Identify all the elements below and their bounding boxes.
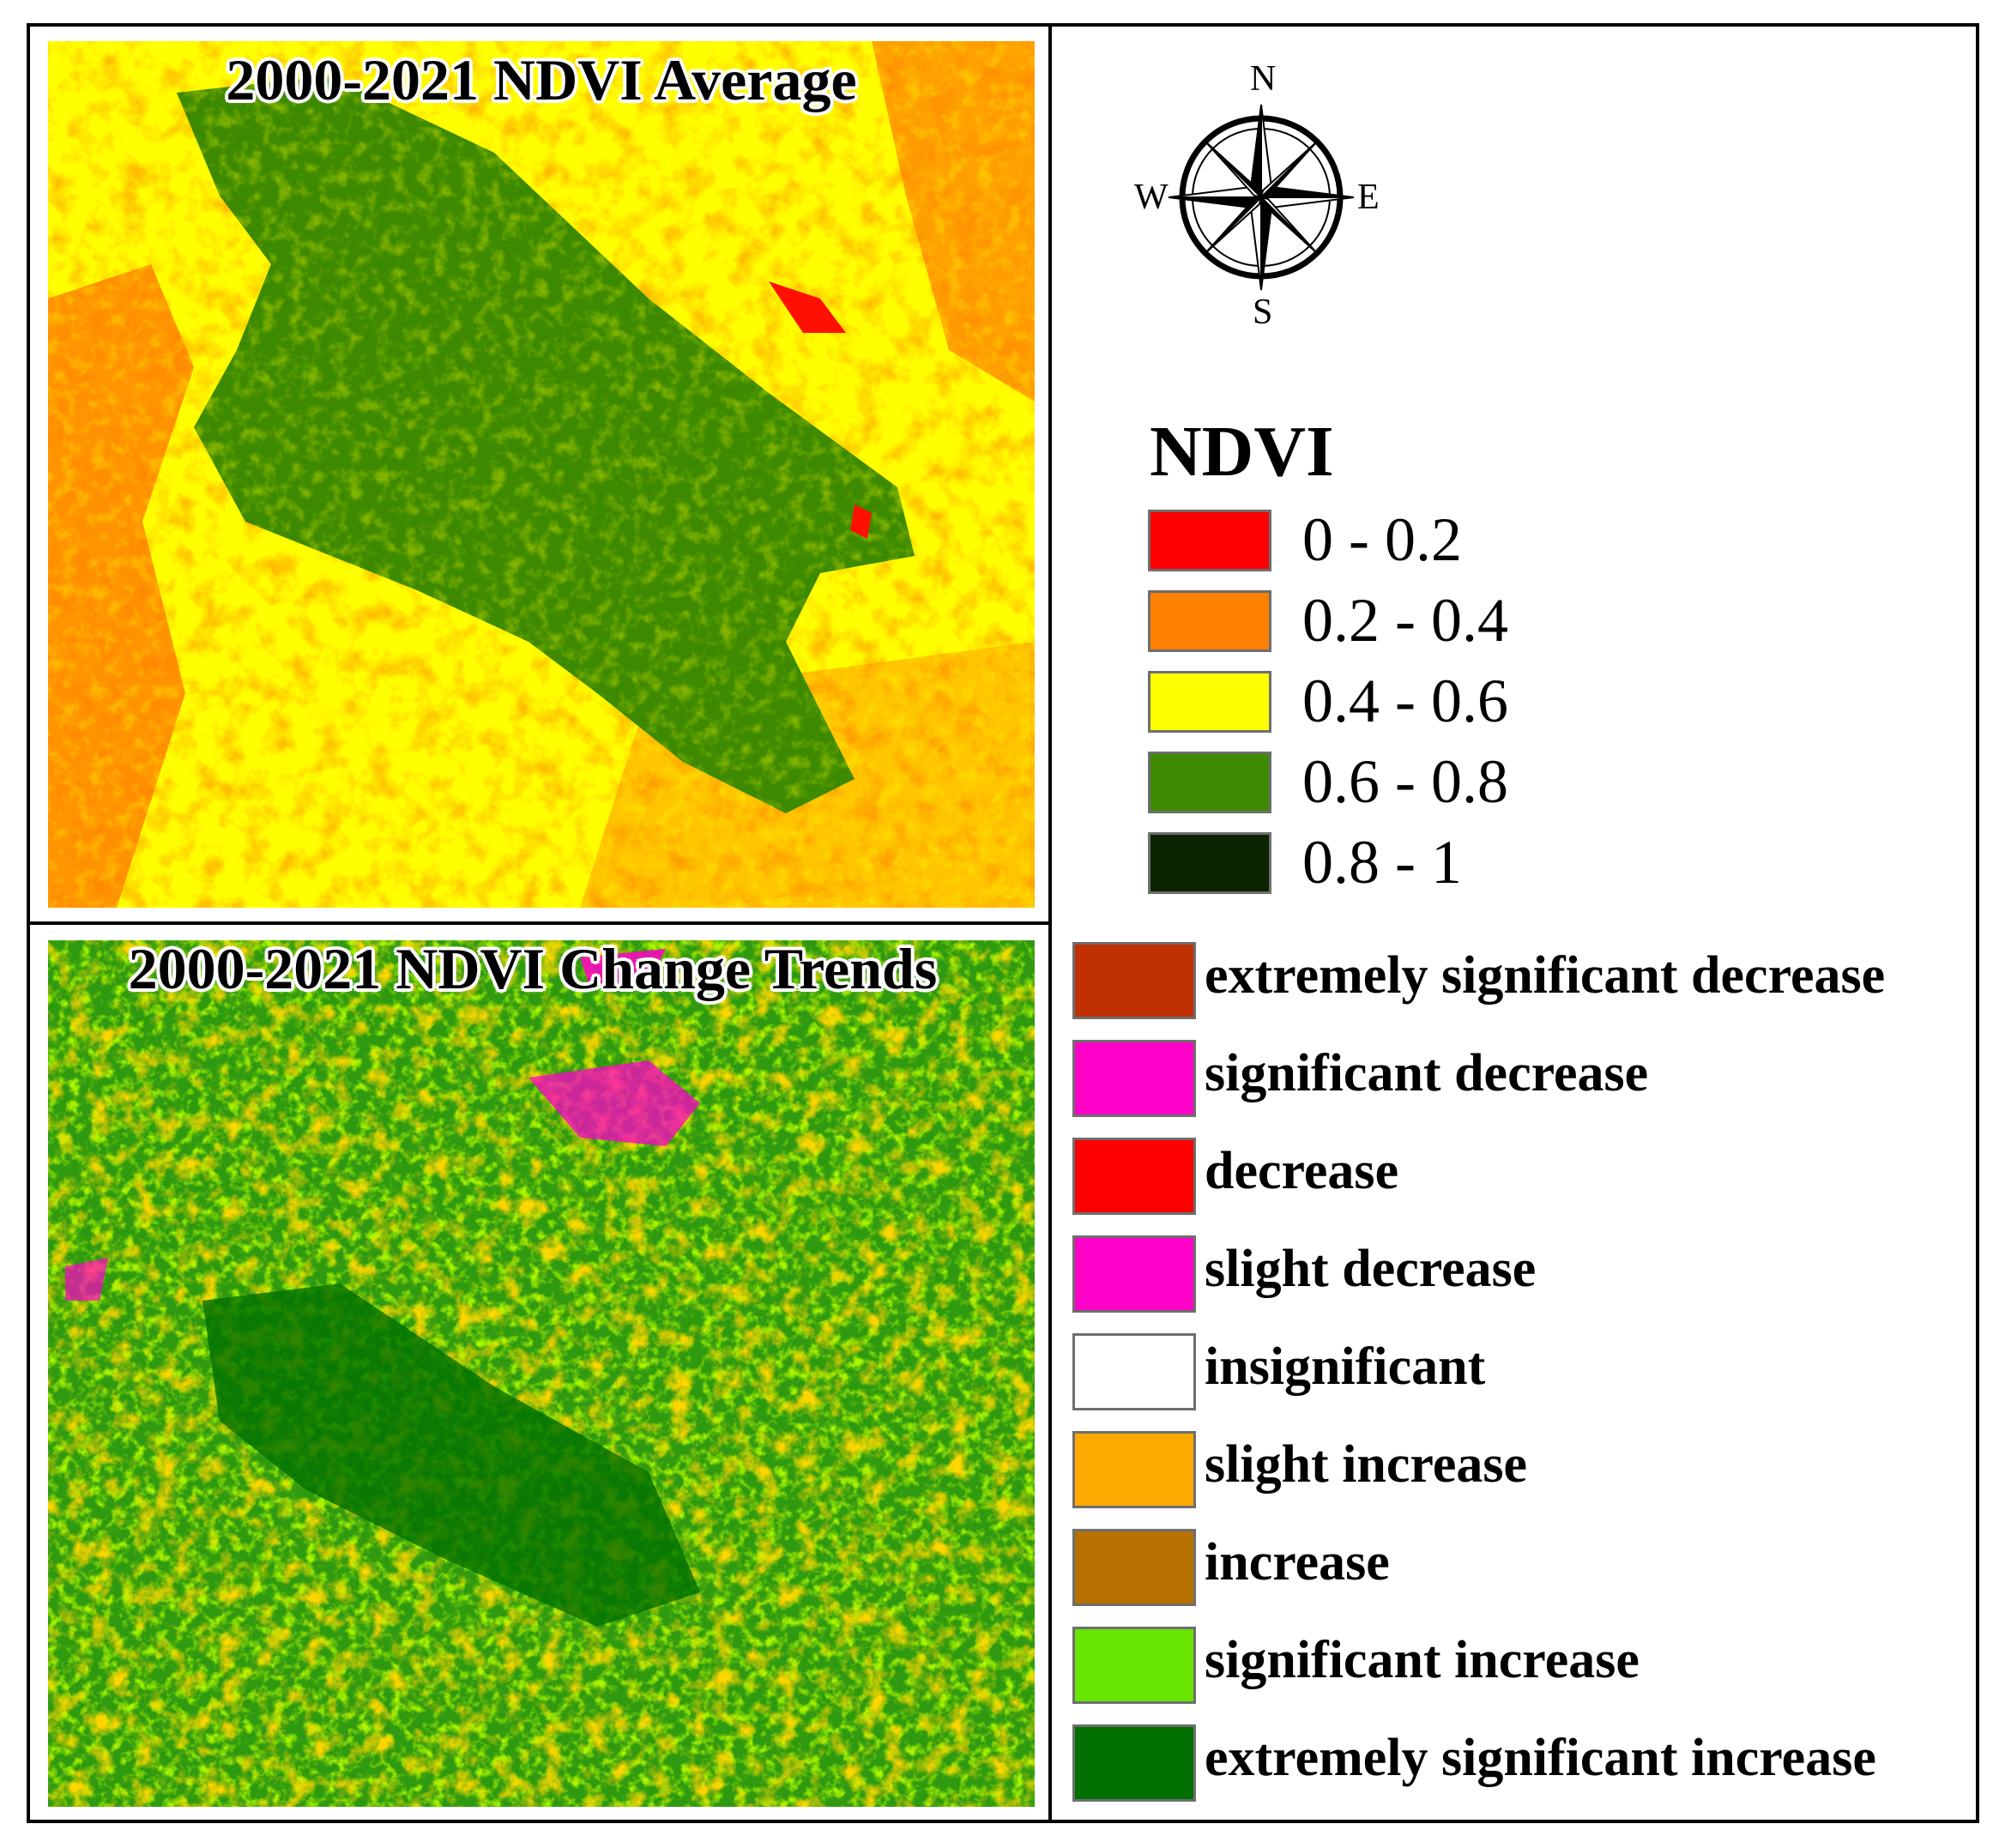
trend-swatch — [1072, 1138, 1196, 1215]
trend-legend-label: slight increase — [1205, 1435, 1527, 1494]
ndvi-swatch — [1148, 832, 1271, 894]
horizontal-divider — [27, 921, 1050, 925]
trend-legend-label: slight decrease — [1205, 1240, 1537, 1298]
trend-legend-label: significant increase — [1205, 1631, 1640, 1689]
trend-swatch — [1072, 1529, 1196, 1606]
trend-swatch — [1072, 942, 1196, 1019]
trend-swatch — [1072, 1724, 1196, 1802]
compass-south: S — [1253, 293, 1273, 332]
ndvi-legend-title: NDVI — [1150, 412, 1334, 492]
vertical-divider — [1048, 23, 1052, 1823]
trend-legend-label: increase — [1205, 1533, 1390, 1591]
ndvi-average-title: 2000-2021 NDVI Average — [226, 47, 857, 112]
trend-legend-label: insignificant — [1205, 1338, 1486, 1396]
compass-west: W — [1134, 178, 1169, 217]
trend-swatch — [1072, 1627, 1196, 1704]
trend-legend-label: significant decrease — [1205, 1044, 1649, 1102]
ndvi-swatch — [1148, 752, 1271, 813]
ndvi-legend-label: 0.8 - 1 — [1302, 828, 1462, 897]
ndvi-legend-label: 0.4 - 0.6 — [1302, 667, 1508, 735]
ndvi-legend-label: 0.6 - 0.8 — [1302, 747, 1508, 816]
ndvi-swatch — [1148, 510, 1271, 571]
ndvi-average-raster — [48, 41, 1035, 908]
ndvi-legend-label: 0.2 - 0.4 — [1302, 586, 1508, 655]
compass-east: E — [1357, 178, 1380, 217]
ndvi-average-map: 2000-2021 NDVI Average — [48, 41, 1035, 908]
ndvi-trend-title: 2000-2021 NDVI Change Trends — [128, 940, 938, 1001]
trend-legend-label: decrease — [1205, 1142, 1399, 1200]
ndvi-swatch — [1148, 590, 1271, 652]
compass-north: N — [1250, 59, 1277, 99]
trend-swatch — [1072, 1333, 1196, 1410]
compass-rose-icon — [1168, 104, 1355, 291]
ndvi-trend-map: 2000-2021 NDVI Change Trends — [48, 940, 1035, 1807]
trend-legend-label: extremely significant decrease — [1205, 946, 1886, 1005]
trend-swatch — [1072, 1431, 1196, 1508]
ndvi-swatch — [1148, 671, 1271, 733]
trend-swatch — [1072, 1235, 1196, 1313]
trend-legend-label: extremely significant increase — [1205, 1729, 1876, 1787]
trend-swatch — [1072, 1040, 1196, 1117]
compass-rose: N S E W — [1124, 59, 1398, 335]
ndvi-trend-raster — [48, 940, 1035, 1807]
ndvi-legend-label: 0 - 0.2 — [1302, 505, 1462, 574]
